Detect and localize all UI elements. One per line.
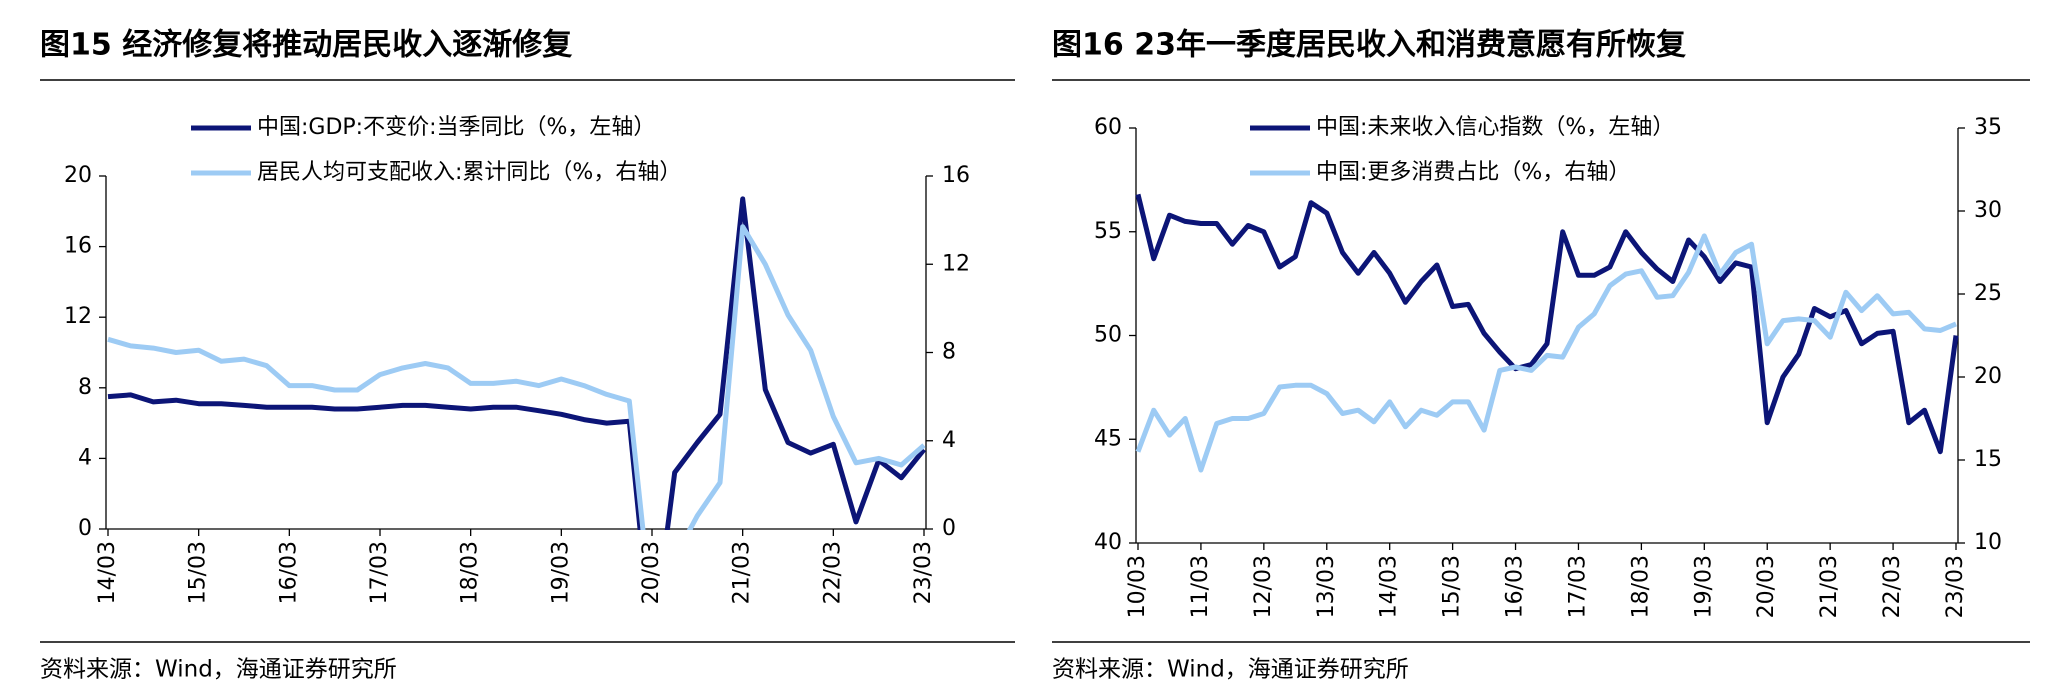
legend-label: 中国:更多消费占比（%，右轴） (1316, 160, 1630, 185)
y2-tick-label: 0 (942, 516, 956, 541)
x-tick-label: 12/03 (1251, 555, 1276, 618)
x-tick-label: 15/03 (186, 541, 211, 604)
y-tick-label: 12 (64, 304, 92, 329)
legend-label: 居民人均可支配收入:累计同比（%，右轴） (257, 160, 681, 185)
series-line (107, 224, 926, 530)
y-tick-label: 40 (1094, 530, 1122, 555)
x-tick-label: 17/03 (367, 541, 392, 604)
y-tick-label: 0 (78, 516, 92, 541)
x-tick-label: 21/03 (730, 541, 755, 604)
x-tick-label: 22/03 (820, 541, 845, 604)
y-tick-label: 4 (78, 445, 92, 470)
x-tick-label: 14/03 (95, 541, 120, 604)
y-tick-label: 16 (64, 234, 92, 259)
chart-title: 图15 经济修复将推动居民收入逐渐修复 (40, 28, 572, 63)
x-tick-label: 21/03 (1817, 555, 1842, 618)
x-tick-label: 20/03 (639, 541, 664, 604)
x-tick-label: 11/03 (1188, 555, 1213, 618)
source-note: 资料来源：Wind，海通证券研究所 (40, 657, 397, 683)
y-tick-label: 45 (1094, 426, 1122, 451)
x-tick-label: 16/03 (276, 541, 301, 604)
x-tick-label: 16/03 (1503, 555, 1528, 618)
y2-tick-label: 20 (1974, 364, 2002, 389)
y-tick-label: 20 (64, 163, 92, 188)
x-tick-label: 23/03 (911, 541, 936, 604)
source-note: 资料来源：Wind，海通证券研究所 (1052, 657, 1409, 683)
series-line (1135, 193, 1959, 455)
x-tick-label: 18/03 (458, 541, 483, 604)
legend-label: 中国:未来收入信心指数（%，左轴） (1316, 115, 1674, 140)
x-tick-label: 13/03 (1314, 555, 1339, 618)
y-tick-label: 8 (78, 375, 92, 400)
y2-tick-label: 25 (1974, 281, 2002, 306)
y-tick-label: 55 (1094, 219, 1122, 244)
y2-tick-label: 35 (1974, 115, 2002, 140)
x-tick-label: 17/03 (1565, 555, 1590, 618)
y-tick-label: 60 (1094, 115, 1122, 140)
y2-tick-label: 4 (942, 428, 956, 453)
y2-tick-label: 15 (1974, 447, 2002, 472)
y2-tick-label: 10 (1974, 530, 2002, 555)
y2-tick-label: 30 (1974, 198, 2002, 223)
x-tick-label: 19/03 (1691, 555, 1716, 618)
series-line (107, 196, 926, 530)
x-tick-label: 15/03 (1440, 555, 1465, 618)
x-tick-label: 18/03 (1628, 555, 1653, 618)
y-tick-label: 50 (1094, 323, 1122, 348)
x-tick-label: 14/03 (1377, 555, 1402, 618)
x-tick-label: 23/03 (1943, 555, 1968, 618)
x-tick-label: 19/03 (548, 541, 573, 604)
x-tick-label: 10/03 (1125, 555, 1150, 618)
x-tick-label: 20/03 (1754, 555, 1779, 618)
y2-tick-label: 8 (942, 340, 956, 365)
y2-tick-label: 12 (942, 251, 970, 276)
x-tick-label: 22/03 (1880, 555, 1905, 618)
series-line (1135, 233, 1957, 473)
legend-label: 中国:GDP:不变价:当季同比（%，左轴） (257, 115, 655, 140)
chart-title: 图16 23年一季度居民收入和消费意愿有所恢复 (1052, 28, 1686, 63)
y2-tick-label: 16 (942, 163, 970, 188)
